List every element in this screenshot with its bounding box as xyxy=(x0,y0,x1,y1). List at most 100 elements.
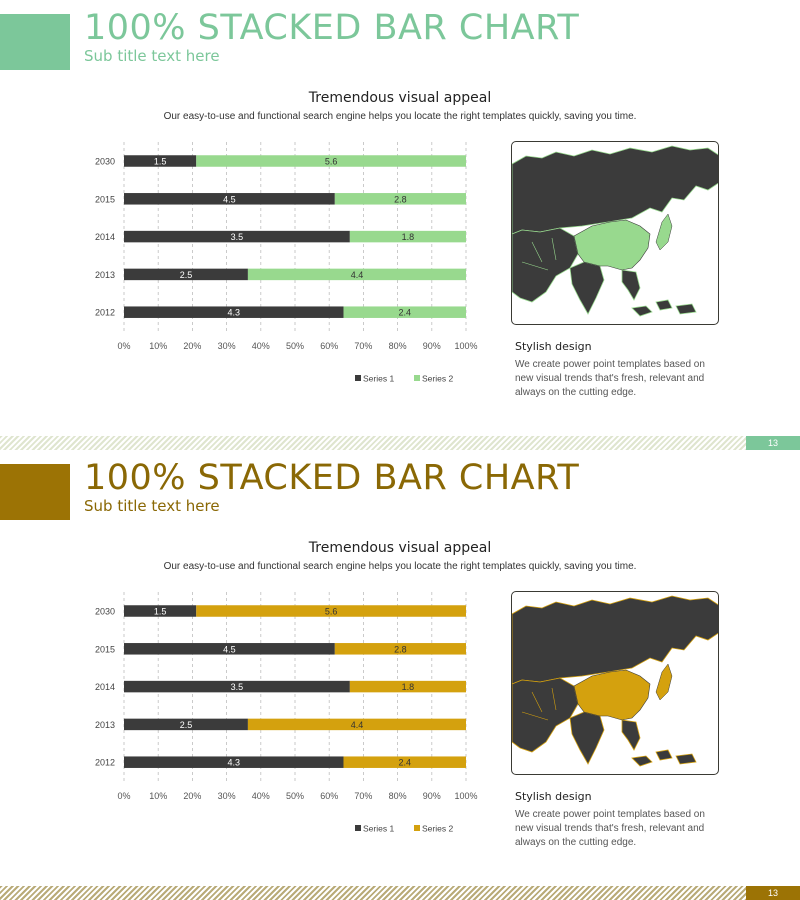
bar-segment-1 xyxy=(124,643,335,655)
map-borders xyxy=(521,687,557,721)
bar-segment-1 xyxy=(124,230,350,243)
x-tick-label: 70% xyxy=(354,791,372,801)
footer-stripe xyxy=(0,436,746,450)
map-region-north xyxy=(512,145,718,235)
y-tick-label: 2030 xyxy=(95,607,115,617)
map-region-india xyxy=(569,261,605,315)
stacked-bar-chart: 0% 10% 20% 30% 40% 50% 60% 70% 80% 90% 100% 2030 1.5… xyxy=(95,142,478,384)
bar-segment-2 xyxy=(334,193,466,205)
data-label: 2.5 xyxy=(180,720,193,730)
legend-swatch xyxy=(355,375,361,381)
data-label: 4.3 xyxy=(227,758,240,768)
section-heading: Tremendous visual appeal xyxy=(308,90,492,106)
side-title: Stylish design xyxy=(515,340,592,353)
side-title: Stylish design xyxy=(515,790,592,803)
bar-segment-2 xyxy=(196,605,466,617)
x-tick-label: 100% xyxy=(454,791,477,801)
x-tick-label: 60% xyxy=(320,791,338,801)
map-region-north xyxy=(512,595,718,685)
x-tick-label: 80% xyxy=(389,341,407,351)
page-number: 13 xyxy=(746,886,800,900)
map-region-islands xyxy=(631,749,697,767)
x-tick-label: 0% xyxy=(117,791,130,801)
bar-segment-1 xyxy=(124,680,350,693)
x-tick-label: 10% xyxy=(149,791,167,801)
bar-segment-2 xyxy=(334,643,466,655)
side-text: We create power point templates based on… xyxy=(515,359,705,398)
bar-segment-1 xyxy=(124,605,197,617)
bar-segment-1 xyxy=(124,718,248,731)
y-tick-label: 2015 xyxy=(95,194,115,204)
data-label: 2.4 xyxy=(398,308,411,318)
section-description: Our easy-to-use and functional search en… xyxy=(163,111,637,122)
x-tick-label: 40% xyxy=(252,341,270,351)
bar-segment-1 xyxy=(124,268,248,281)
data-label: 5.6 xyxy=(325,157,338,167)
y-tick-label: 2030 xyxy=(95,157,115,167)
section-heading: Tremendous visual appeal xyxy=(308,540,492,556)
bar-segment-2 xyxy=(343,306,466,318)
y-tick-label: 2014 xyxy=(95,682,115,692)
legend-swatch xyxy=(414,825,420,831)
bar-segment-1 xyxy=(124,155,197,167)
map-region-japan xyxy=(655,213,673,251)
data-label: 3.5 xyxy=(231,682,244,692)
slide-subtitle: Sub title text here xyxy=(84,497,220,515)
data-label: 2.8 xyxy=(394,644,407,654)
map-region-japan xyxy=(655,663,673,701)
x-tick-label: 50% xyxy=(286,791,304,801)
map-region-india xyxy=(569,711,605,765)
slide-green: 100% STACKED BAR CHART Sub title text he… xyxy=(0,8,800,450)
data-label: 4.4 xyxy=(351,270,364,280)
map-region-islands xyxy=(631,299,697,317)
asia-map-graphic xyxy=(512,145,718,317)
legend-swatch xyxy=(355,825,361,831)
map-region-southeast xyxy=(621,719,641,751)
bar-segment-2 xyxy=(349,230,466,243)
map-region-west xyxy=(512,227,579,303)
x-tick-label: 90% xyxy=(423,791,441,801)
bar-segment-1 xyxy=(124,193,335,205)
section-description: Our easy-to-use and functional search en… xyxy=(163,561,637,572)
title-accent-block xyxy=(0,464,70,520)
y-tick-label: 2015 xyxy=(95,644,115,654)
legend-swatch xyxy=(414,375,420,381)
x-tick-label: 20% xyxy=(183,341,201,351)
bar-segment-2 xyxy=(196,155,466,167)
map-region-china xyxy=(573,669,651,721)
x-tick-label: 70% xyxy=(354,341,372,351)
asia-map xyxy=(511,591,719,775)
slide-subtitle: Sub title text here xyxy=(84,47,220,65)
page-number: 13 xyxy=(746,436,800,450)
x-tick-label: 30% xyxy=(218,341,236,351)
asia-map-graphic xyxy=(512,595,718,767)
data-label: 4.5 xyxy=(223,194,236,204)
data-label: 5.6 xyxy=(325,607,338,617)
title-bold-part: 100% STACKED xyxy=(84,458,362,498)
data-label: 1.5 xyxy=(154,607,167,617)
data-label: 2.4 xyxy=(398,758,411,768)
slide-title: 100% STACKED BAR CHART xyxy=(84,458,579,498)
map-borders xyxy=(521,237,557,271)
x-tick-label: 40% xyxy=(252,791,270,801)
y-tick-label: 2012 xyxy=(95,308,115,318)
x-tick-label: 80% xyxy=(389,791,407,801)
bar-segment-2 xyxy=(247,718,466,731)
slide-gold: 100% STACKED BAR CHART Sub title text he… xyxy=(0,450,800,900)
y-tick-label: 2013 xyxy=(95,270,115,280)
footer-stripe xyxy=(0,886,746,900)
bar-segment-2 xyxy=(343,756,466,768)
bar-segment-1 xyxy=(124,306,344,318)
x-tick-label: 10% xyxy=(149,341,167,351)
title-rest-part: BAR CHART xyxy=(361,458,580,498)
map-region-southeast xyxy=(621,269,641,301)
slide-title: 100% STACKED BAR CHART xyxy=(84,8,579,48)
x-tick-label: 100% xyxy=(454,341,477,351)
data-label: 2.5 xyxy=(180,270,193,280)
x-tick-label: 90% xyxy=(423,341,441,351)
title-rest-part: BAR CHART xyxy=(361,8,580,48)
data-label: 2.8 xyxy=(394,194,407,204)
map-region-west xyxy=(512,677,579,753)
x-tick-label: 30% xyxy=(218,791,236,801)
x-tick-label: 50% xyxy=(286,341,304,351)
